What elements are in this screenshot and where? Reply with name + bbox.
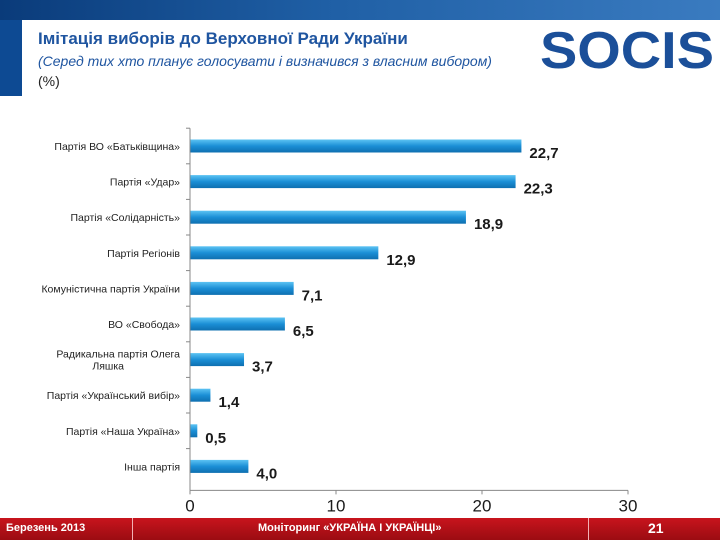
category-label: Партія «Український вибір»	[47, 390, 180, 402]
category-label: Радикальна партія Олега Ляшка	[56, 349, 180, 373]
category-label: Партія «Солідарність»	[70, 212, 180, 224]
subtitle-text: (Серед тих хто планує голосувати і визна…	[38, 53, 492, 69]
page-subtitle: (Серед тих хто планує голосувати і визна…	[38, 51, 508, 91]
data-label: 3,7	[252, 359, 273, 376]
bar	[190, 317, 285, 331]
x-tick-label: 30	[619, 496, 638, 515]
data-label: 6,5	[293, 323, 314, 340]
data-label: 1,4	[218, 394, 240, 411]
footer-divider	[132, 518, 133, 540]
x-tick-label: 0	[185, 496, 194, 515]
data-label: 18,9	[474, 216, 503, 233]
logo-text: SOCIS	[540, 22, 714, 76]
data-label: 0,5	[205, 430, 226, 447]
footer-date: Березень 2013	[6, 522, 86, 534]
category-label: Партія Регіонів	[107, 248, 180, 260]
data-label: 12,9	[386, 252, 415, 269]
subtitle-unit: (%)	[38, 73, 60, 89]
x-tick-label: 10	[327, 496, 346, 515]
bar	[190, 459, 249, 473]
footer-divider	[588, 518, 589, 540]
page-title: Імітація виборів до Верховної Ради Украї…	[38, 29, 408, 48]
bar	[190, 424, 198, 438]
footer-bar: Березень 2013 Моніторинг «УКРАЇНА І УКРА…	[0, 518, 720, 540]
bar	[190, 210, 466, 224]
category-label: Партія «Наша Україна»	[66, 426, 180, 438]
category-label: Комуністична партія України	[41, 283, 180, 295]
bar	[190, 281, 294, 295]
x-tick-label: 20	[473, 496, 492, 515]
category-label: Партія ВО «Батьківщина»	[54, 141, 180, 153]
bar	[190, 139, 522, 153]
header-band	[0, 0, 720, 20]
category-label: ВО «Свобода»	[108, 319, 180, 331]
data-label: 4,0	[256, 465, 277, 482]
footer-project: Моніторинг «УКРАЇНА І УКРАЇНЦІ»	[258, 522, 442, 534]
bar	[190, 175, 516, 189]
data-label: 7,1	[302, 287, 323, 304]
bar	[190, 353, 245, 367]
data-label: 22,3	[524, 181, 553, 198]
header-accent-bar	[0, 20, 22, 96]
page-number: 21	[648, 520, 664, 536]
bar	[190, 388, 211, 402]
data-label: 22,7	[529, 145, 558, 162]
socis-logo: SOCIS	[540, 22, 714, 76]
category-label: Інша партія	[124, 461, 180, 473]
bar	[190, 246, 379, 260]
category-label: Партія «Удар»	[110, 177, 180, 189]
